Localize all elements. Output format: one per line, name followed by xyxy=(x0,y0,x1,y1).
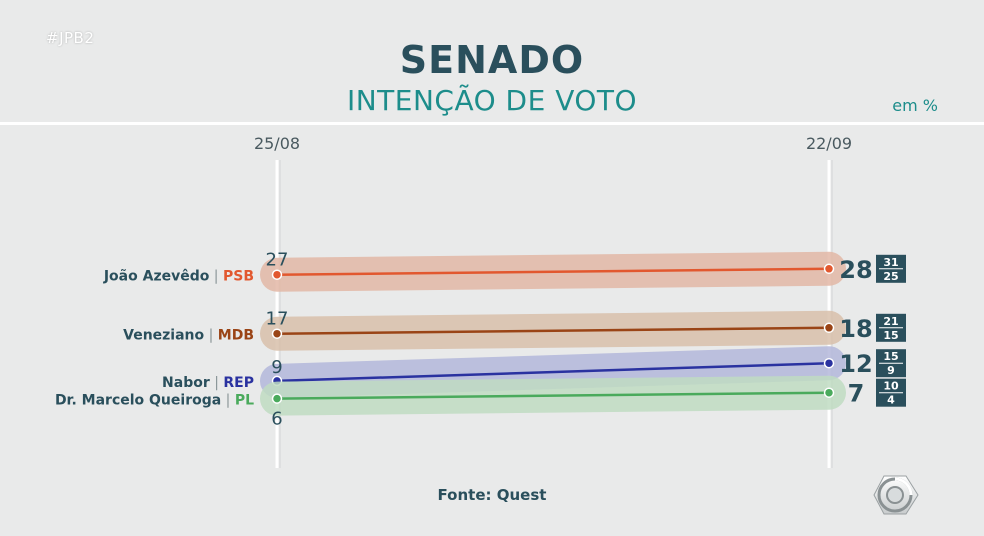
range-low-label: 15 xyxy=(883,329,898,342)
series-legend-label: João Azevêdo | PSB xyxy=(103,269,254,285)
name-party-divider: | xyxy=(209,269,223,285)
data-label-start: 6 xyxy=(271,409,282,430)
data-label-end: 28 xyxy=(839,256,872,284)
chart-subtitle: INTENÇÃO DE VOTO xyxy=(346,84,638,117)
range-high-label: 10 xyxy=(883,380,899,393)
chart-title: SENADO xyxy=(399,38,585,82)
series-legend-label: Nabor | REP xyxy=(162,375,254,391)
name-party-divider: | xyxy=(204,328,218,344)
data-label-end: 18 xyxy=(839,315,872,343)
party-label: MDB xyxy=(218,328,254,344)
data-label-end: 12 xyxy=(839,350,872,378)
data-point xyxy=(271,269,283,280)
candidate-name: João Azevêdo xyxy=(103,269,210,285)
data-point xyxy=(271,328,283,339)
hashtag-label: #JPB2 xyxy=(46,29,95,47)
candidate-name: Veneziano xyxy=(123,328,204,344)
range-high-label: 15 xyxy=(883,350,898,363)
data-point xyxy=(823,357,835,369)
data-point xyxy=(271,393,283,404)
data-point xyxy=(823,387,835,398)
name-party-divider: | xyxy=(210,375,224,391)
source-label: Fonte: Quest xyxy=(437,486,547,504)
range-high-label: 21 xyxy=(883,315,898,328)
data-label-end: 7 xyxy=(848,380,865,408)
broadcaster-logo-icon xyxy=(873,475,919,515)
candidate-name: Dr. Marcelo Queiroga xyxy=(55,393,221,409)
x-tick-label: 25/08 xyxy=(254,134,300,153)
data-label-start: 27 xyxy=(266,250,289,271)
series-line xyxy=(276,326,830,335)
range-low-label: 9 xyxy=(887,364,895,377)
data-point xyxy=(823,263,835,275)
series-line xyxy=(276,361,830,383)
range-low-label: 25 xyxy=(883,270,898,283)
series-legend-label: Dr. Marcelo Queiroga | PL xyxy=(55,393,254,409)
range-high-label: 31 xyxy=(883,256,898,269)
header-separator xyxy=(0,122,984,125)
x-tick-label: 22/09 xyxy=(806,134,852,153)
data-label-start: 9 xyxy=(271,357,282,378)
data-label-start: 17 xyxy=(266,309,289,330)
party-label: PL xyxy=(235,393,254,409)
range-low-label: 4 xyxy=(887,394,895,407)
data-point xyxy=(823,322,835,334)
series-line xyxy=(276,267,830,276)
unit-label: em % xyxy=(892,96,938,115)
series-legend-label: Veneziano | MDB xyxy=(123,328,254,344)
party-label: PSB xyxy=(223,269,254,285)
series-line xyxy=(276,391,830,400)
candidate-name: Nabor xyxy=(162,375,210,391)
party-label: REP xyxy=(223,375,254,391)
name-party-divider: | xyxy=(221,393,235,409)
